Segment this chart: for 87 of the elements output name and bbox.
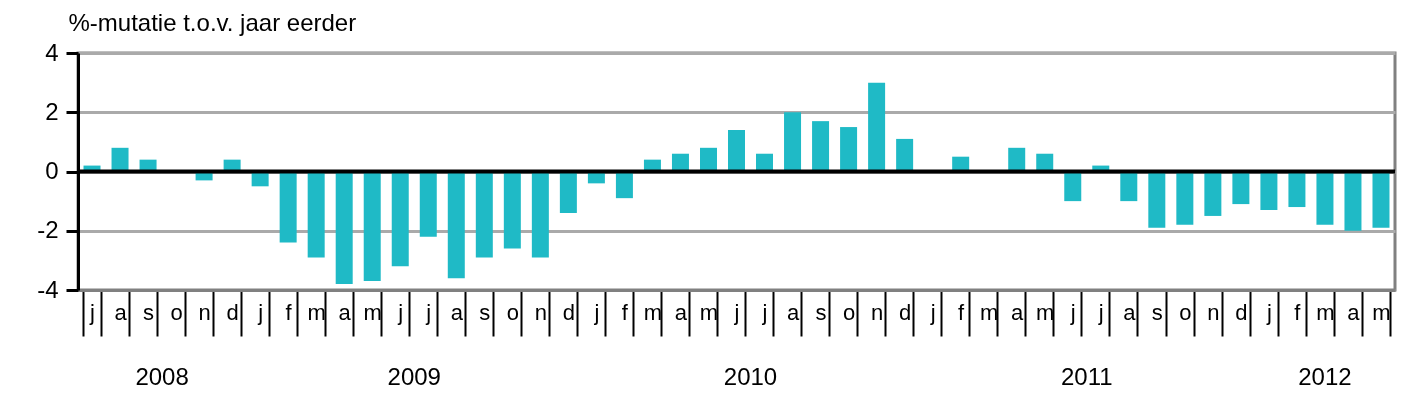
x-tick-label: m	[307, 299, 326, 325]
x-tick-label: j	[733, 299, 740, 325]
bar	[1372, 171, 1390, 228]
bar	[391, 171, 409, 267]
text: 2010	[723, 363, 778, 390]
bar	[1176, 171, 1194, 225]
bar	[1260, 171, 1278, 211]
x-tick-label: j	[425, 299, 432, 325]
x-tick-label: a	[674, 299, 688, 325]
bar	[1288, 171, 1306, 208]
bar	[1008, 147, 1026, 172]
x-tick-label: s	[1151, 299, 1163, 325]
bar	[728, 130, 745, 172]
x-tick-label: a	[1123, 299, 1137, 325]
bar	[279, 171, 297, 243]
bar	[307, 171, 325, 258]
x-tick-label: j	[1069, 299, 1076, 325]
bar	[812, 121, 830, 172]
x-tick-label: j	[89, 299, 95, 325]
bar	[840, 127, 858, 172]
y-axis-title: %-mutatie t.o.v. jaar eerder	[68, 8, 357, 36]
x-tick-label: f	[285, 299, 293, 325]
bar	[784, 112, 802, 172]
x-tick-label: j	[593, 299, 600, 325]
text: 2011	[1060, 363, 1113, 390]
x-tick-label: a	[1011, 299, 1025, 325]
y-tick-label: 0	[45, 157, 59, 184]
x-tick-label: m	[1316, 299, 1335, 325]
bar	[335, 171, 353, 285]
x-tick-label: a	[114, 299, 128, 325]
x-tick-label: n	[870, 299, 884, 325]
x-tick-label: f	[1294, 299, 1302, 325]
x-tick-label: j	[1265, 299, 1272, 325]
x-tick-label: j	[1097, 299, 1104, 325]
x-tick-label: a	[450, 299, 464, 325]
bar	[868, 82, 886, 172]
x-tick-label: f	[621, 299, 629, 325]
x-tick-label: m	[363, 299, 382, 325]
x-tick-label: j	[397, 299, 404, 325]
bar	[503, 171, 521, 249]
y-tick-label: 4	[45, 38, 59, 66]
bar	[475, 171, 493, 258]
x-tick-label: j	[929, 299, 936, 325]
x-tick-label: d	[1235, 299, 1248, 325]
x-tick-label: j	[257, 299, 264, 325]
bar	[531, 171, 549, 258]
bar	[1344, 171, 1362, 231]
x-tick-label: m	[1036, 299, 1055, 325]
x-tick-label: f	[958, 299, 966, 325]
x-tick-label: n	[1207, 299, 1220, 325]
x-tick-label: a	[338, 299, 352, 325]
x-tick-label: m	[643, 299, 663, 325]
x-tick-label: a	[1347, 299, 1361, 325]
x-tick-label: n	[198, 299, 211, 325]
text: 2008	[135, 363, 189, 390]
bar	[363, 171, 381, 282]
x-tick-label: n	[534, 299, 547, 325]
x-tick-label: m	[980, 299, 999, 325]
x-tick-label: o	[170, 299, 183, 325]
x-tick-label: o	[506, 299, 519, 325]
x-tick-label: j	[761, 299, 768, 325]
x-tick-label: s	[143, 299, 155, 325]
y-tick-label: 2	[45, 97, 59, 125]
x-tick-label: s	[479, 299, 491, 325]
y-tick-label: -4	[37, 275, 59, 303]
text: 2009	[387, 363, 441, 390]
x-tick-label: d	[899, 299, 912, 325]
bar	[1316, 171, 1334, 225]
x-tick-label: m	[699, 299, 719, 325]
x-tick-label: o	[842, 299, 856, 325]
x-tick-label: d	[226, 299, 239, 325]
bar	[447, 171, 465, 279]
x-tick-label: s	[815, 299, 827, 325]
text: 2012	[1298, 363, 1352, 390]
y-tick-label: -2	[37, 216, 59, 244]
x-tick-label: m	[1372, 299, 1391, 325]
bar	[419, 171, 437, 237]
bar	[559, 171, 577, 213]
bar	[111, 147, 129, 172]
bar	[896, 138, 914, 172]
x-tick-label: o	[1179, 299, 1192, 325]
bar	[1232, 171, 1250, 205]
bar	[1148, 171, 1166, 228]
bar	[1204, 171, 1222, 216]
x-tick-label: a	[786, 299, 800, 325]
x-tick-label: d	[562, 299, 575, 325]
bar	[699, 147, 717, 172]
